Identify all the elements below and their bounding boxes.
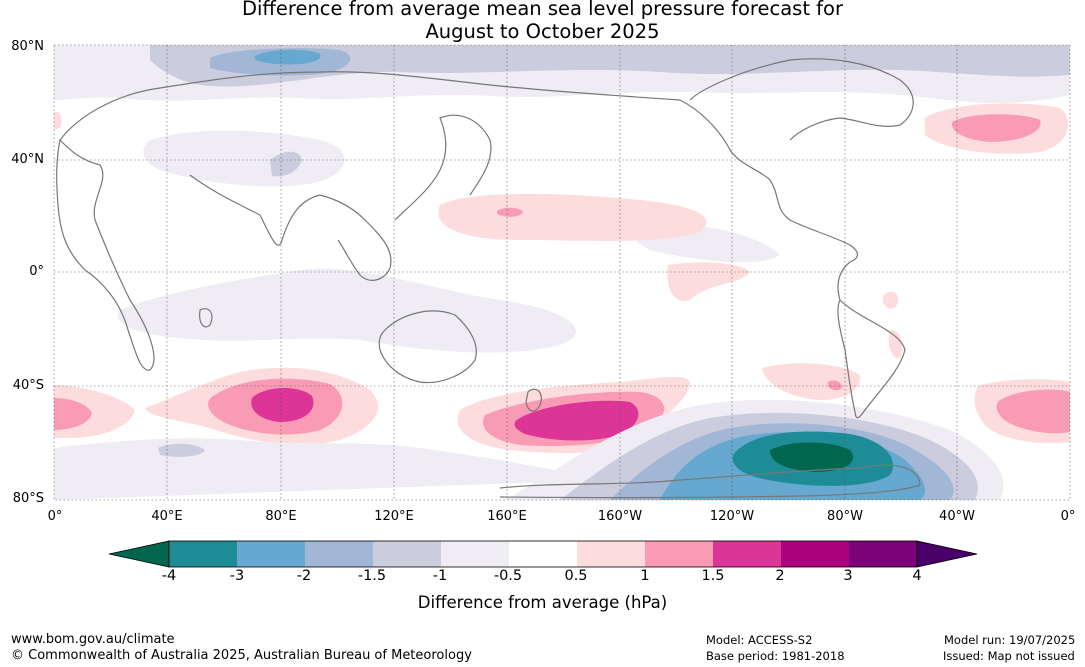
anomaly-region-npacific-core [497, 207, 523, 217]
colorbar-tick: 1.5 [701, 568, 725, 584]
colorbar-tick: 0.5 [564, 568, 588, 584]
footer-issued: Issued: Map not issued [943, 649, 1075, 663]
colorbar-bin [849, 541, 918, 567]
anomaly-region-samerica-pos2 [888, 329, 903, 359]
lon-label-120w: 120°W [709, 509, 755, 524]
lon-label-40w: 40°W [939, 509, 975, 524]
colorbar-tick: 1 [640, 568, 650, 584]
colorbar-tick: -4 [161, 568, 177, 584]
colorbar-tick: -2 [296, 568, 312, 584]
colorbar-tick: -3 [229, 568, 245, 584]
map-title: Difference from average mean sea level p… [0, 0, 1085, 43]
colorbar-tick: 2 [775, 568, 785, 584]
lon-label-40e: 40°E [151, 509, 183, 524]
anomaly-region-npacific-pos [438, 193, 707, 241]
colorbar-border [168, 540, 918, 568]
anomaly-region-arctic-neg2 [150, 45, 1070, 87]
anomaly-region-indian-south-neg [158, 443, 205, 457]
map-title-line2: August to October 2025 [425, 20, 660, 43]
colorbar-extend-max [916, 540, 978, 568]
coastlines [56, 58, 921, 499]
lon-label-0: 0° [47, 509, 63, 524]
colorbar-tick: -0.5 [493, 568, 523, 584]
colorbar [108, 540, 978, 568]
lat-label-80n: 80°N [11, 39, 44, 54]
colorbar-bin [577, 541, 646, 567]
anomaly-region-spacific-core [514, 400, 639, 441]
colorbar-bin [713, 541, 782, 567]
anomaly-region-westeurope-pos [54, 111, 62, 130]
footer-model-run: Model run: 19/07/2025 [944, 633, 1076, 647]
lat-label-40s: 40°S [12, 378, 44, 393]
anomaly-region-natlantic-core [951, 114, 1041, 142]
footer-url: www.bom.gov.au/climate [11, 632, 175, 647]
footer-copyright: © Commonwealth of Australia 2025, Austra… [11, 648, 472, 663]
anomaly-region-samerica-sw-core [828, 380, 842, 391]
graticule [53, 44, 1071, 501]
footer-model: Model: ACCESS-S2 [706, 633, 813, 647]
anomaly-layer [54, 45, 1070, 500]
colorbar-label: Difference from average (hPa) [417, 593, 668, 612]
footer-base-period: Base period: 1981-2018 [706, 649, 845, 663]
colorbar-bin [373, 541, 442, 567]
anomaly-region-siberia-core [254, 49, 321, 65]
colorbar-tick: 4 [912, 568, 922, 584]
anomaly-region-tibet-neg [270, 151, 302, 177]
anomaly-region-asl-core [770, 442, 854, 472]
anomaly-region-samerica-pos [883, 291, 899, 309]
lon-label-80w: 80°W [827, 509, 863, 524]
colorbar-tick: 3 [843, 568, 853, 584]
anomaly-region-samerica-sw-pos [762, 363, 861, 400]
colorbar-tick: -1.5 [357, 568, 387, 584]
map-title-line1: Difference from average mean sea level p… [242, 0, 843, 20]
colorbar-bin [237, 541, 306, 567]
colorbar-tick: -1 [432, 568, 448, 584]
anomaly-region-satl-west-core [54, 398, 92, 430]
lon-label-80e: 80°E [265, 509, 297, 524]
lat-label-0: 0° [29, 264, 44, 279]
anomaly-region-sindian-core [251, 387, 314, 422]
anomaly-region-indian-neg [118, 268, 577, 353]
anomaly-region-satl-east-core [996, 389, 1070, 434]
colorbar-bin [781, 541, 850, 567]
lon-label-0-right: 0° [1060, 509, 1076, 524]
colorbar-bin [509, 541, 578, 567]
lon-label-160w: 160°W [597, 509, 643, 524]
anomaly-region-asia-neg [143, 130, 345, 187]
colorbar-bin [169, 541, 238, 567]
colorbar-bin [645, 541, 714, 567]
colorbar-extend-min [108, 540, 170, 568]
lat-label-40n: 40°N [11, 152, 44, 167]
colorbar-bin [441, 541, 510, 567]
lon-label-160e: 160°E [487, 509, 527, 524]
lon-label-120e: 120°E [374, 509, 414, 524]
anomaly-region-cpacific-pos [667, 262, 750, 301]
lat-label-80s: 80°S [12, 491, 44, 506]
colorbar-bin [305, 541, 374, 567]
